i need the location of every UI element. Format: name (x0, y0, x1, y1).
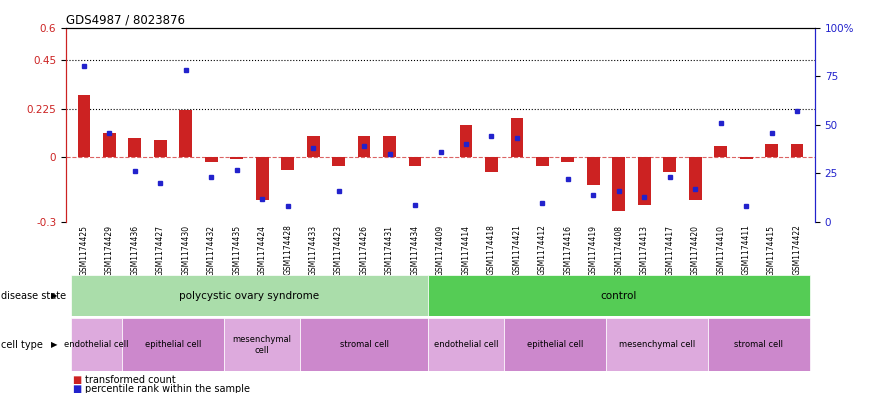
Bar (708, 318, 810, 371)
Bar (230, 157, 243, 160)
Bar (332, 157, 345, 166)
Bar (205, 157, 218, 162)
Text: GSM1174413: GSM1174413 (640, 224, 648, 275)
Text: stromal cell: stromal cell (735, 340, 783, 349)
Bar (561, 157, 574, 162)
Text: GSM1174428: GSM1174428 (283, 224, 292, 275)
Text: GSM1174411: GSM1174411 (742, 224, 751, 275)
Bar (358, 136, 370, 157)
Text: GSM1174410: GSM1174410 (716, 224, 725, 275)
Bar (536, 157, 549, 166)
Text: GSM1174408: GSM1174408 (614, 224, 623, 275)
Bar (71, 275, 428, 316)
Bar (428, 318, 504, 371)
Bar (255, 157, 269, 200)
Text: GSM1174412: GSM1174412 (538, 224, 547, 275)
Text: epithelial cell: epithelial cell (144, 340, 201, 349)
Bar (689, 157, 701, 200)
Text: GSM1174423: GSM1174423 (334, 224, 343, 275)
Text: percentile rank within the sample: percentile rank within the sample (85, 384, 250, 393)
Bar (766, 144, 778, 157)
Bar (409, 157, 421, 166)
Text: ■: ■ (72, 375, 81, 385)
Text: GSM1174426: GSM1174426 (359, 224, 368, 275)
Text: polycystic ovary syndrome: polycystic ovary syndrome (180, 291, 320, 301)
Bar (307, 136, 320, 157)
Text: ▶: ▶ (51, 291, 57, 300)
Bar (587, 157, 600, 185)
Text: GSM1174414: GSM1174414 (462, 224, 470, 275)
Text: epithelial cell: epithelial cell (527, 340, 583, 349)
Text: mesenchymal cell: mesenchymal cell (618, 340, 695, 349)
Text: GSM1174434: GSM1174434 (411, 224, 419, 276)
Bar (180, 110, 192, 157)
Text: mesenchymal
cell: mesenchymal cell (233, 335, 292, 354)
Text: endothelial cell: endothelial cell (64, 340, 129, 349)
Text: endothelial cell: endothelial cell (433, 340, 499, 349)
Text: GSM1174435: GSM1174435 (233, 224, 241, 276)
Bar (740, 157, 752, 160)
Text: GSM1174421: GSM1174421 (513, 224, 522, 275)
Text: GDS4987 / 8023876: GDS4987 / 8023876 (66, 13, 185, 26)
Text: stromal cell: stromal cell (339, 340, 389, 349)
Bar (511, 118, 523, 157)
Text: control: control (601, 291, 637, 301)
Text: disease state: disease state (1, 291, 66, 301)
Text: GSM1174420: GSM1174420 (691, 224, 700, 275)
Text: GSM1174430: GSM1174430 (181, 224, 190, 276)
Text: ▶: ▶ (51, 340, 57, 349)
Text: GSM1174432: GSM1174432 (207, 224, 216, 275)
Bar (504, 318, 606, 371)
Text: GSM1174427: GSM1174427 (156, 224, 165, 275)
Text: GSM1174424: GSM1174424 (258, 224, 267, 275)
Text: GSM1174418: GSM1174418 (487, 224, 496, 275)
Text: GSM1174436: GSM1174436 (130, 224, 139, 276)
Text: transformed count: transformed count (85, 375, 176, 385)
Bar (638, 157, 651, 205)
Bar (281, 157, 294, 170)
Bar (78, 95, 90, 157)
Bar (154, 140, 167, 157)
Bar (224, 318, 300, 371)
Bar (612, 157, 626, 211)
Text: cell type: cell type (1, 340, 43, 350)
Bar (71, 318, 122, 371)
Bar (485, 157, 498, 172)
Text: GSM1174419: GSM1174419 (589, 224, 598, 275)
Text: GSM1174415: GSM1174415 (767, 224, 776, 275)
Bar (606, 318, 708, 371)
Bar (460, 125, 472, 157)
Bar (714, 146, 727, 157)
Text: GSM1174417: GSM1174417 (665, 224, 674, 275)
Text: GSM1174422: GSM1174422 (793, 224, 802, 275)
Text: GSM1174409: GSM1174409 (436, 224, 445, 276)
Bar (103, 134, 115, 157)
Bar (663, 157, 676, 172)
Text: GSM1174429: GSM1174429 (105, 224, 114, 275)
Text: ■: ■ (72, 384, 81, 393)
Bar (129, 138, 141, 157)
Bar (122, 318, 224, 371)
Text: GSM1174431: GSM1174431 (385, 224, 394, 275)
Bar (300, 318, 428, 371)
Bar (383, 136, 396, 157)
Text: GSM1174416: GSM1174416 (563, 224, 573, 275)
Bar (428, 275, 810, 316)
Bar (791, 144, 803, 157)
Text: GSM1174433: GSM1174433 (308, 224, 318, 276)
Text: GSM1174425: GSM1174425 (79, 224, 88, 275)
